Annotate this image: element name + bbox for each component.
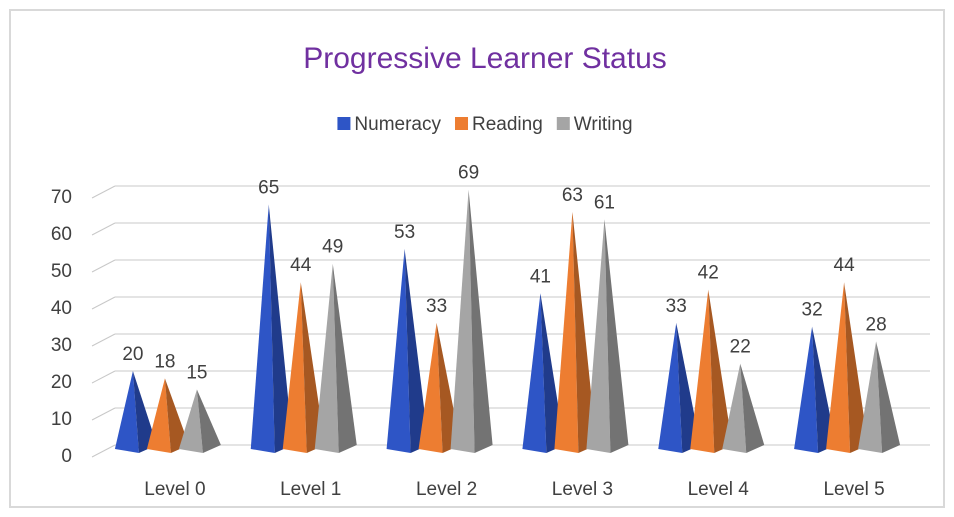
- pyramid: [794, 326, 819, 453]
- pyramid-side: [876, 341, 901, 453]
- y-tick-label: 70: [51, 187, 72, 208]
- data-label: 44: [834, 255, 856, 276]
- data-label: 63: [562, 185, 583, 206]
- pyramid: [586, 219, 611, 453]
- pyramid: [282, 282, 307, 453]
- data-label: 22: [730, 337, 751, 358]
- y-tick-label: 50: [51, 261, 72, 282]
- x-tick-label: Level 4: [688, 479, 750, 500]
- data-label: 53: [394, 222, 415, 243]
- y-tick-label: 0: [61, 446, 72, 467]
- pyramid: [450, 189, 475, 453]
- pyramid-side: [604, 219, 629, 453]
- legend: Numeracy Reading Writing: [337, 114, 633, 135]
- legend-swatch: [337, 117, 351, 130]
- pyramid: [178, 389, 203, 453]
- y-tick-label: 20: [51, 372, 72, 393]
- legend-label: Numeracy: [354, 114, 441, 135]
- pyramid: [314, 263, 339, 453]
- data-label: 49: [322, 237, 343, 258]
- grid-line-depth: [91, 333, 116, 347]
- grid-line-depth: [91, 296, 116, 310]
- data-label: 28: [866, 314, 887, 335]
- pyramid-side: [164, 378, 189, 453]
- data-label: 33: [666, 296, 687, 317]
- grid-line-depth: [91, 407, 116, 421]
- legend-label: Reading: [472, 114, 543, 135]
- x-tick-label: Level 2: [416, 479, 477, 500]
- chart-title: Progressive Learner Status: [303, 42, 667, 75]
- pyramid: [250, 204, 275, 453]
- y-tick-label: 30: [51, 335, 72, 356]
- pyramid-side: [268, 204, 293, 453]
- pyramid-side: [196, 389, 221, 453]
- pyramid-side: [708, 289, 733, 453]
- pyramid: [858, 341, 883, 453]
- data-label: 42: [698, 263, 719, 284]
- data-label: 18: [154, 351, 175, 372]
- pyramid-side: [404, 248, 429, 453]
- pyramid: [826, 282, 851, 453]
- grid-line-depth: [91, 370, 116, 384]
- pyramid: [146, 378, 171, 453]
- legend-swatch: [556, 117, 570, 130]
- grid-line-depth: [91, 222, 116, 236]
- x-tick-label: Level 1: [280, 479, 341, 500]
- y-tick-label: 40: [51, 298, 72, 319]
- grid-line-depth: [91, 185, 116, 199]
- pyramid: [386, 248, 411, 453]
- grid-line-depth: [91, 444, 116, 458]
- legend-swatch: [455, 117, 469, 130]
- y-tick-label: 10: [51, 409, 72, 430]
- pyramid-side: [468, 189, 493, 453]
- pyramid: [418, 322, 443, 453]
- pyramid: [114, 371, 139, 453]
- pyramid: [658, 322, 683, 453]
- data-label: 44: [290, 255, 312, 276]
- pyramid-side: [844, 282, 869, 453]
- data-label: 33: [426, 296, 447, 317]
- pyramid: [554, 211, 579, 453]
- x-tick-label: Level 0: [144, 479, 205, 500]
- grid-line-depth: [91, 259, 116, 273]
- x-tick-label: Level 3: [552, 479, 613, 500]
- pyramid-side: [572, 211, 597, 453]
- data-label: 32: [802, 300, 823, 321]
- pyramid: [722, 363, 747, 453]
- data-label: 69: [458, 163, 479, 184]
- pyramid: [690, 289, 715, 453]
- data-label: 41: [530, 266, 551, 287]
- pyramid-side: [132, 371, 157, 453]
- data-label: 61: [594, 192, 615, 213]
- pyramid-side: [332, 263, 357, 453]
- pyramid: [522, 293, 547, 453]
- data-label: 15: [186, 363, 207, 384]
- data-label: 20: [122, 344, 143, 365]
- legend-label: Writing: [574, 114, 633, 135]
- data-label: 65: [258, 178, 279, 199]
- y-tick-label: 60: [51, 224, 72, 245]
- x-tick-label: Level 5: [823, 479, 884, 500]
- pyramid-side: [740, 363, 765, 453]
